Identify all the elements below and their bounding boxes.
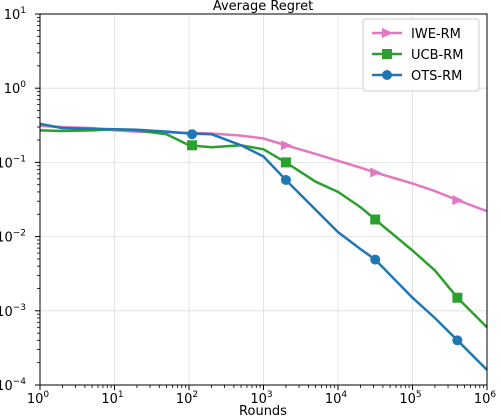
x-tick-label: 100 — [27, 390, 50, 407]
marker-circle — [187, 129, 198, 140]
legend-entry-ots-rm: OTS-RM — [372, 69, 462, 84]
x-tick-label: 101 — [101, 390, 123, 407]
legend-label: OTS-RM — [411, 69, 462, 84]
x-axis-label: Rounds — [239, 404, 287, 419]
y-tick-label: 101 — [4, 6, 26, 23]
x-tick-label: 103 — [250, 390, 272, 407]
legend: IWE-RM UCB-RM OTS-RM — [362, 18, 480, 92]
x-tick-label: 106 — [474, 390, 497, 407]
marker-square — [187, 140, 198, 151]
series-layer — [39, 122, 488, 371]
y-tick-labels: 10−4 10−3 10−2 10−1 100 101 — [0, 6, 26, 394]
y-tick-label: 10−4 — [0, 377, 26, 394]
marker-square — [370, 214, 381, 225]
marker-square — [280, 157, 291, 168]
tick-marks — [35, 13, 488, 390]
y-tick-label: 10−3 — [0, 303, 26, 320]
x-tick-label: 104 — [325, 390, 348, 407]
series-ots-rm — [39, 122, 488, 371]
marker-circle — [370, 254, 381, 265]
x-tick-labels: 100 101 102 103 104 105 106 — [27, 390, 497, 407]
marker-circle — [452, 335, 463, 346]
marker-triangle — [452, 195, 464, 206]
y-tick-label: 10−1 — [0, 154, 26, 171]
legend-entry-ucb-rm: UCB-RM — [372, 48, 463, 63]
legend-entry-iwe-rm: IWE-RM — [372, 27, 461, 42]
marker-triangle — [370, 167, 382, 178]
chart-title: Average Regret — [213, 0, 313, 14]
legend-box — [362, 18, 480, 92]
marker-triangle — [382, 28, 393, 38]
y-tick-label: 100 — [4, 80, 27, 97]
legend-label: IWE-RM — [411, 27, 461, 42]
marker-triangle — [280, 140, 292, 151]
legend-label: UCB-RM — [411, 48, 463, 63]
marker-square — [452, 292, 463, 303]
marker-circle — [382, 70, 392, 80]
series-line-ots-rm — [39, 122, 488, 371]
x-tick-label: 105 — [399, 390, 421, 407]
marker-circle — [280, 174, 291, 185]
x-tick-label: 102 — [176, 390, 198, 407]
marker-square — [382, 49, 392, 59]
y-tick-label: 10−2 — [0, 229, 26, 246]
